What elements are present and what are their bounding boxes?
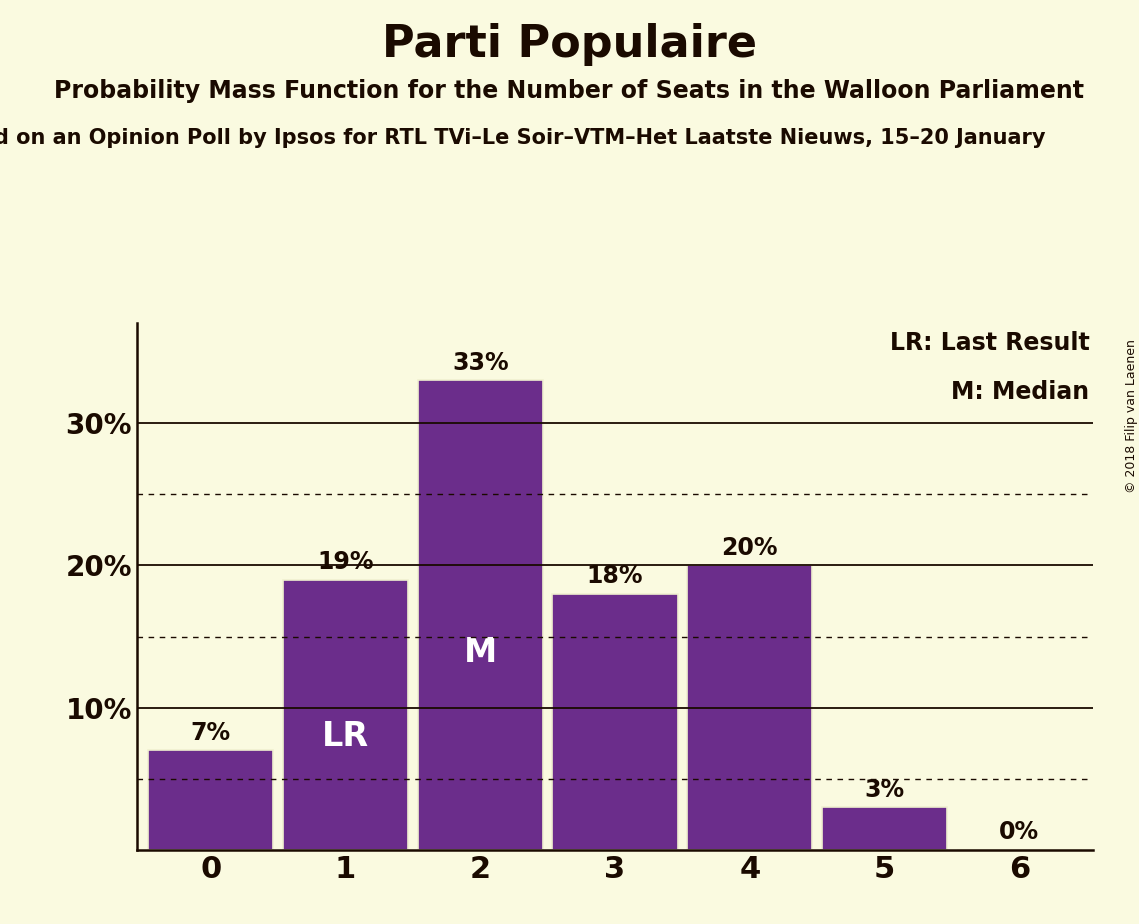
Text: 3%: 3% [865, 778, 904, 802]
Text: M: M [464, 637, 497, 669]
Text: 19%: 19% [318, 550, 374, 574]
Bar [822, 808, 948, 850]
Text: Probability Mass Function for the Number of Seats in the Walloon Parliament: Probability Mass Function for the Number… [55, 79, 1084, 103]
Text: d on an Opinion Poll by Ipsos for RTL TVi–Le Soir–VTM–Het Laatste Nieuws, 15–20 : d on an Opinion Poll by Ipsos for RTL TV… [0, 128, 1046, 148]
Text: 18%: 18% [587, 565, 644, 589]
Bar [552, 594, 678, 850]
Text: 33%: 33% [452, 350, 509, 374]
Text: © 2018 Filip van Laenen: © 2018 Filip van Laenen [1124, 339, 1138, 492]
Bar [687, 565, 812, 850]
Bar [418, 381, 543, 850]
Text: Parti Populaire: Parti Populaire [382, 23, 757, 67]
Text: 0%: 0% [999, 821, 1040, 845]
Text: 7%: 7% [190, 721, 231, 745]
Bar [148, 750, 273, 850]
Text: 20%: 20% [722, 536, 778, 560]
Text: LR: LR [322, 720, 369, 753]
Text: M: Median: M: Median [951, 381, 1089, 405]
Text: LR: Last Result: LR: Last Result [890, 331, 1089, 355]
Bar [282, 579, 408, 850]
